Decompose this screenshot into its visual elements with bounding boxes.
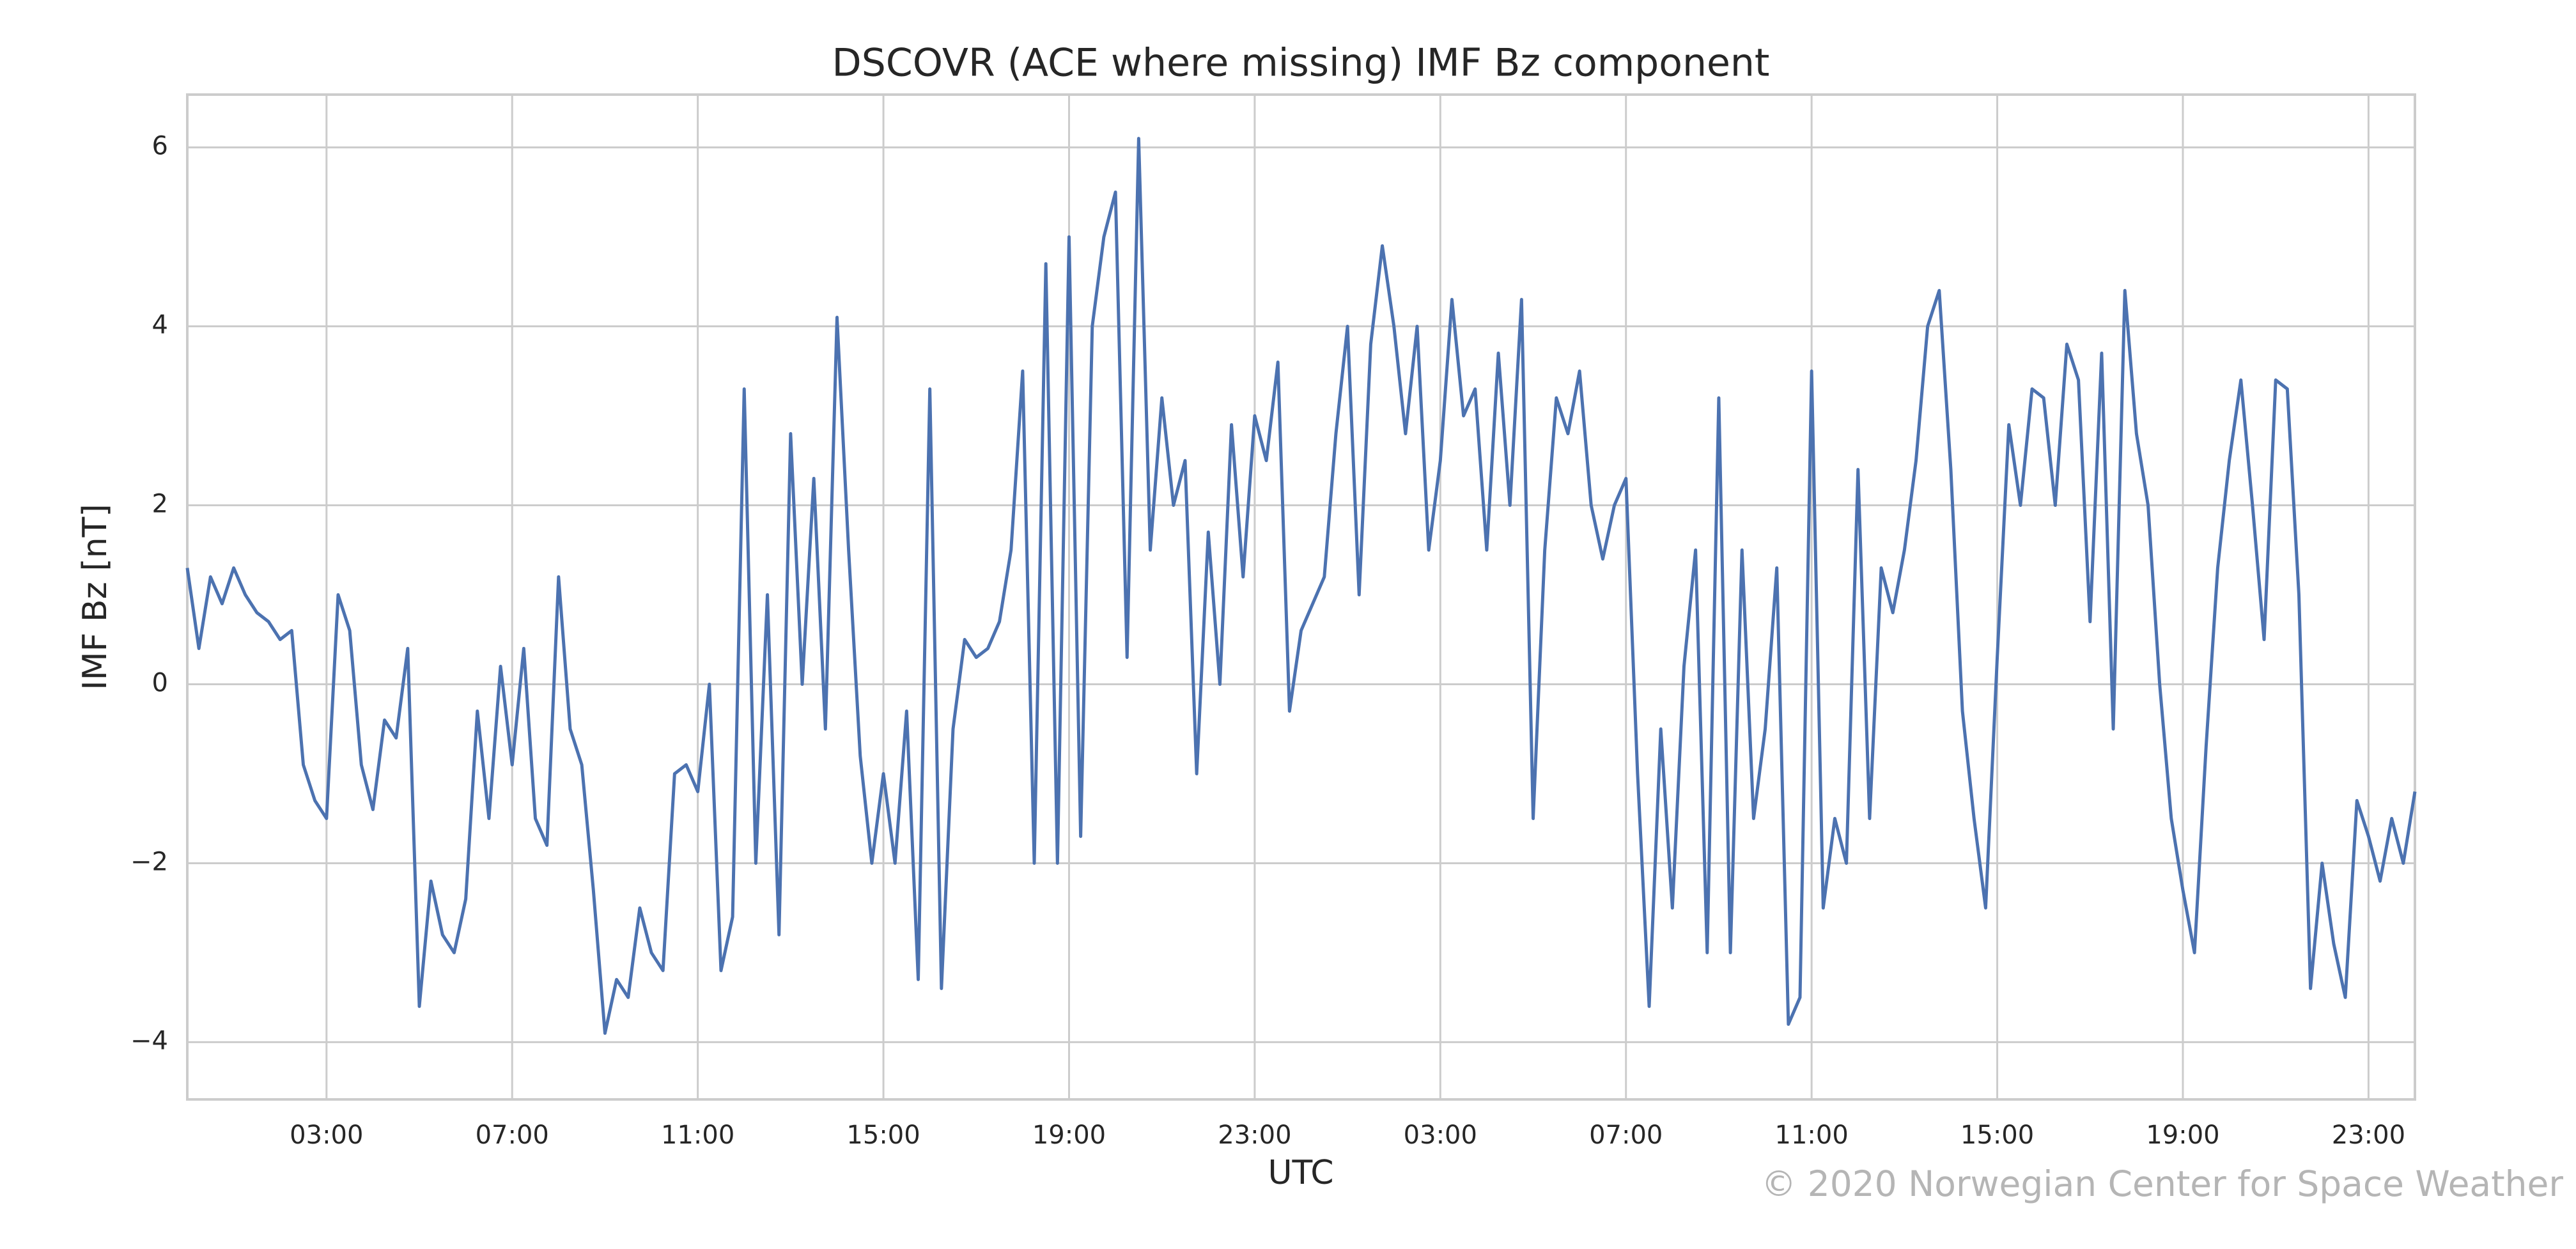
x-tick-label: 03:00 bbox=[290, 1121, 363, 1150]
x-tick-label: 07:00 bbox=[476, 1121, 549, 1150]
x-tick-label: 23:00 bbox=[2332, 1121, 2405, 1150]
x-tick-label: 19:00 bbox=[1032, 1121, 1106, 1150]
x-tick-label: 15:00 bbox=[846, 1121, 920, 1150]
y-tick-label: −4 bbox=[130, 1026, 168, 1055]
chart-title: DSCOVR (ACE where missing) IMF Bz compon… bbox=[832, 41, 1770, 86]
x-axis-label: UTC bbox=[1268, 1154, 1333, 1192]
plot-frame bbox=[186, 93, 2416, 1101]
y-tick-label: 4 bbox=[152, 311, 168, 340]
y-axis-label: IMF Bz [nT] bbox=[76, 504, 114, 690]
x-tick-label: 19:00 bbox=[2146, 1121, 2219, 1150]
x-tick-label: 07:00 bbox=[1589, 1121, 1663, 1150]
x-tick-label: 11:00 bbox=[661, 1121, 734, 1150]
y-tick-label: 6 bbox=[152, 132, 168, 161]
credit: © 2020 Norwegian Center for Space Weathe… bbox=[1761, 1163, 2563, 1204]
y-tick-label: 0 bbox=[152, 668, 168, 697]
data-line bbox=[185, 137, 2417, 1035]
y-tick-label: −2 bbox=[130, 847, 168, 876]
y-tick-label: 2 bbox=[152, 490, 168, 519]
x-tick-label: 23:00 bbox=[1218, 1121, 1291, 1150]
x-tick-label: 15:00 bbox=[1960, 1121, 2034, 1150]
x-tick-label: 11:00 bbox=[1775, 1121, 1849, 1150]
x-tick-label: 03:00 bbox=[1404, 1121, 1477, 1150]
